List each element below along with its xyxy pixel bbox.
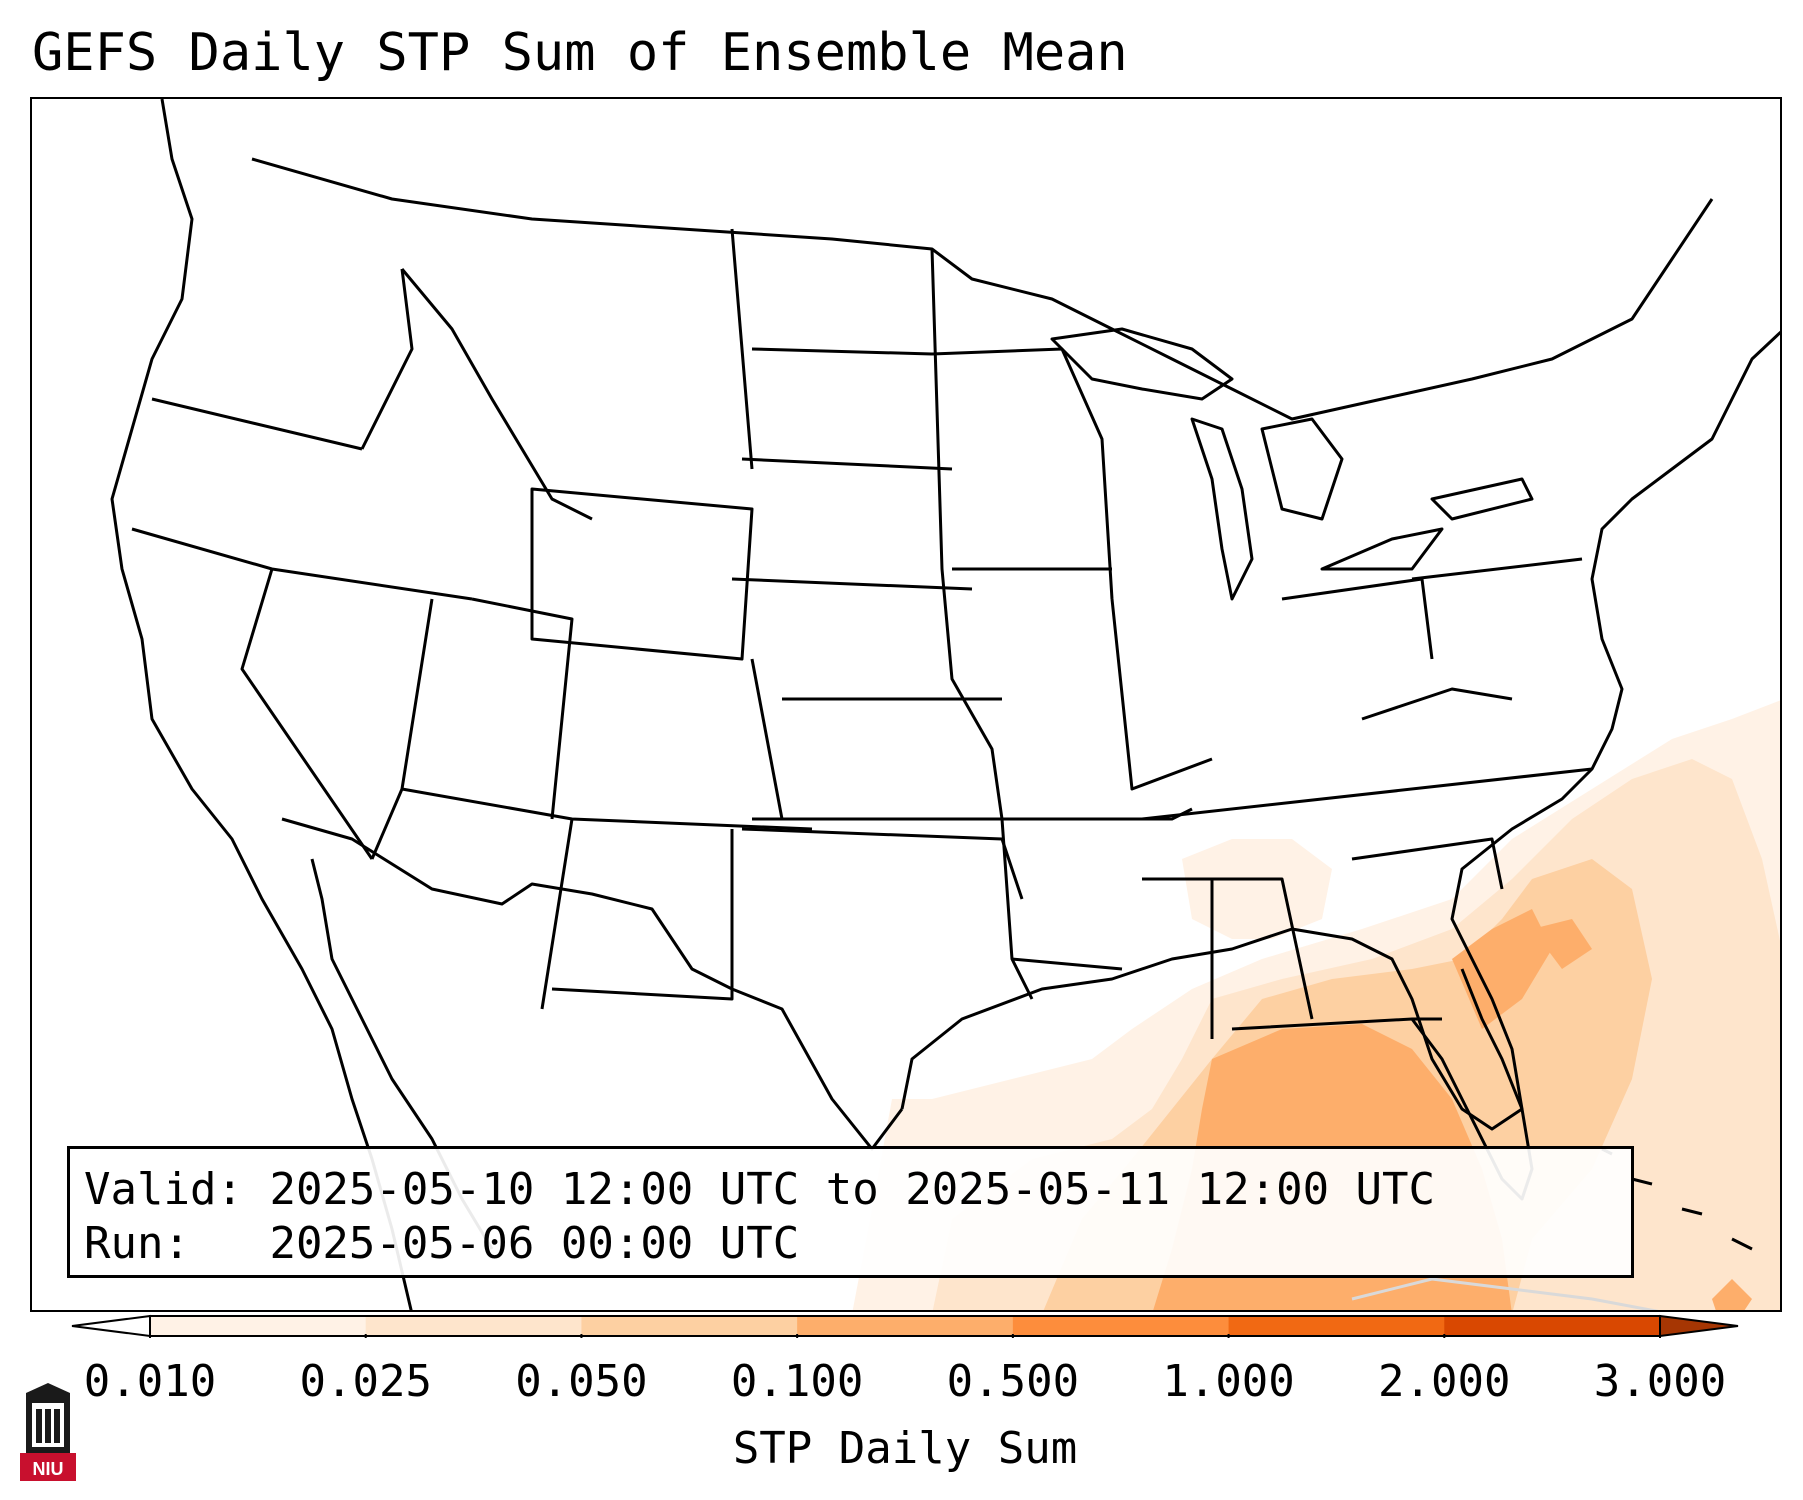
colorbar-tick-label: 0.100 — [730, 1356, 864, 1407]
colorbar-segments — [71, 1314, 1739, 1338]
lake-michigan — [1190, 417, 1254, 601]
colorbar-segment-1 — [365, 1316, 582, 1336]
state-or-id — [360, 268, 414, 450]
colorbar-tick-label: 3.000 — [1593, 1356, 1727, 1407]
colorbar-tick-label: 0.500 — [946, 1356, 1080, 1407]
state-ut-az — [401, 787, 813, 831]
valid-value: 2025-05-10 12:00 UTC to 2025-05-11 12:00… — [269, 1164, 1436, 1215]
gulf-coastline — [900, 330, 1780, 1131]
colorbar-segment-0 — [150, 1316, 367, 1336]
colorbar-segment-5 — [1228, 1316, 1445, 1336]
state-ny-pa — [1411, 557, 1583, 581]
state-nd-sd-ne-ks-ok — [731, 347, 1002, 821]
colorbar-segment-4 — [1012, 1316, 1230, 1336]
state-wy — [530, 487, 754, 661]
state-ar-la — [1011, 957, 1123, 971]
colorbar-tick-label: 2.000 — [1378, 1356, 1511, 1407]
state-mt-nd — [730, 228, 754, 470]
niu-logo-icon: NIU — [20, 1383, 76, 1481]
state-or-ca-nv — [131, 527, 473, 601]
valid-run-info-box: Valid: 2025-05-10 12:00 UTC to 2025-05-1… — [67, 1146, 1634, 1278]
state-ut-co — [471, 597, 574, 820]
lake-erie-ontario — [1320, 477, 1534, 571]
state-tn-ky — [1141, 767, 1593, 821]
colorbar-tick-label: 0.050 — [515, 1356, 648, 1407]
shade-level-1b — [1182, 839, 1332, 939]
colorbar-segment-3 — [797, 1316, 1014, 1336]
lake-huron — [1260, 417, 1344, 521]
map-panel — [30, 97, 1782, 1312]
state-wv-va — [1361, 687, 1513, 721]
colorbar-ticks — [149, 1334, 1661, 1338]
run-value: 2025-05-06 00:00 UTC — [269, 1218, 800, 1269]
page-title: GEFS Daily STP Sum of Ensemble Mean — [32, 23, 1128, 83]
state-co-nm — [540, 818, 574, 1010]
state-il-in — [1110, 598, 1213, 791]
colorbar-tick-label: 0.010 — [83, 1356, 217, 1407]
colorbar-under-arrow — [71, 1314, 151, 1338]
lake-superior — [1050, 327, 1234, 401]
state-nc-sc — [1351, 837, 1504, 890]
shade-level-4c — [1532, 919, 1592, 969]
shade-level-5 — [1712, 1279, 1752, 1310]
shade-level-4b — [1452, 909, 1552, 1029]
cuba-coast — [1351, 1277, 1659, 1310]
run-line: Run: 2025-05-06 00:00 UTC — [84, 1217, 1631, 1271]
state-id-mt-wy — [400, 268, 593, 521]
state-nm-tx — [551, 829, 734, 1001]
colorbar-label: STP Daily Sum — [732, 1423, 1078, 1474]
mexico-us-border — [281, 817, 904, 1151]
run-label: Run: — [84, 1218, 190, 1269]
state-wa-or — [151, 397, 363, 451]
colorbar-over-arrow — [1659, 1314, 1739, 1338]
state-ca-nv — [240, 568, 374, 860]
colorbar-tick-label: 0.025 — [299, 1356, 432, 1407]
canada-us-border — [251, 157, 1714, 421]
state-nv-ut-az — [370, 598, 434, 860]
valid-label: Valid: — [84, 1164, 243, 1215]
colorbar-segment-2 — [581, 1316, 798, 1336]
valid-line: Valid: 2025-05-10 12:00 UTC to 2025-05-1… — [84, 1163, 1631, 1217]
state-co-ks — [750, 658, 784, 820]
conus-map — [110, 99, 1780, 1310]
pacific-coastline — [110, 99, 413, 1310]
state-mo-ar — [1002, 807, 1193, 821]
colorbar-segment-6 — [1444, 1316, 1661, 1336]
state-ok-tx — [741, 827, 1024, 900]
colorbar — [71, 1314, 1739, 1338]
colorbar-outline — [149, 1315, 1661, 1337]
state-al-ga — [1212, 877, 1314, 1020]
colorbar-tick-label: 1.000 — [1162, 1356, 1295, 1407]
state-mn-wi — [931, 347, 1114, 600]
state-oh-pa — [1281, 577, 1434, 660]
logo-text: NIU — [33, 1459, 64, 1479]
